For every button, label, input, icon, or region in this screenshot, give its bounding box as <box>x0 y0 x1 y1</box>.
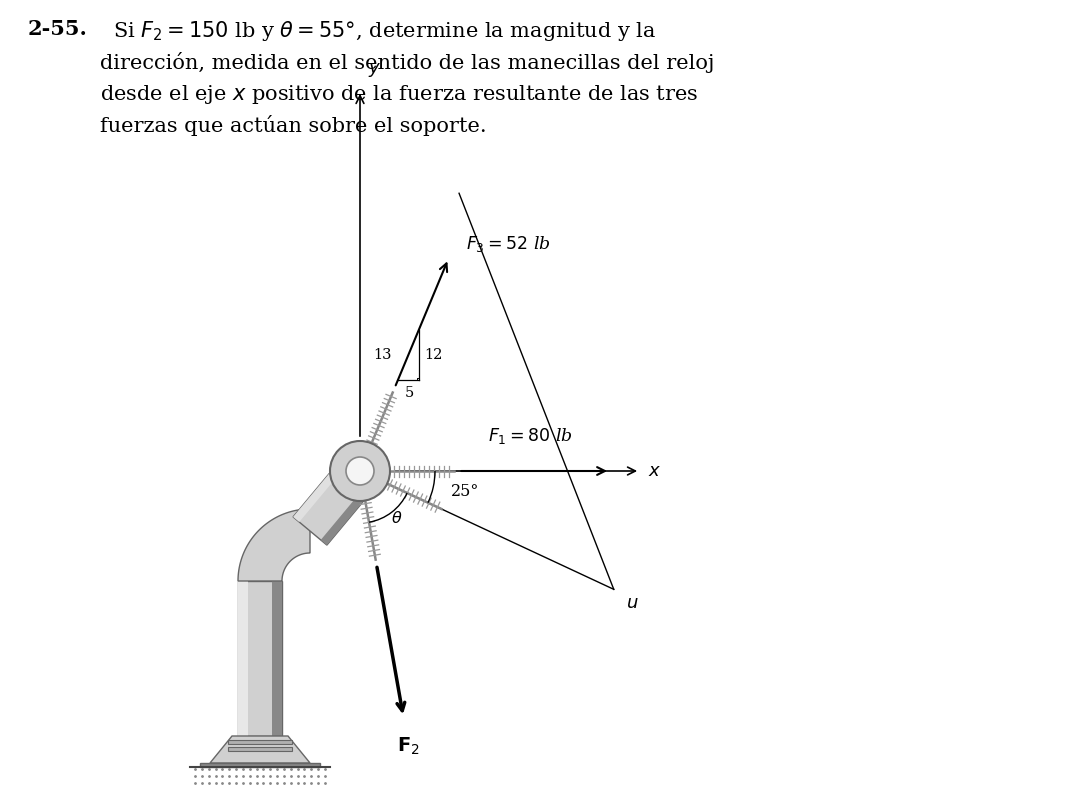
Polygon shape <box>238 509 310 581</box>
Polygon shape <box>228 747 292 751</box>
Polygon shape <box>272 581 282 736</box>
Polygon shape <box>293 457 377 545</box>
Polygon shape <box>210 736 310 763</box>
Text: 25°: 25° <box>451 483 479 500</box>
Polygon shape <box>320 480 377 545</box>
Circle shape <box>330 441 390 501</box>
Text: $x$: $x$ <box>648 462 661 480</box>
Polygon shape <box>200 763 320 767</box>
Text: 12: 12 <box>424 348 442 361</box>
Text: $F_1 = 80$ lb: $F_1 = 80$ lb <box>488 426 572 446</box>
Text: $u$: $u$ <box>626 594 639 612</box>
Text: Si $F_2 = 150$ lb y $\theta = 55°$, determine la magnitud y la
dirección, medida: Si $F_2 = 150$ lb y $\theta = 55°$, dete… <box>100 19 714 136</box>
Text: $F_3 = 52$ lb: $F_3 = 52$ lb <box>466 233 551 254</box>
Text: 2-55.: 2-55. <box>28 19 87 39</box>
Text: $\mathbf{F}_2$: $\mathbf{F}_2$ <box>397 735 420 756</box>
Circle shape <box>346 457 374 485</box>
Polygon shape <box>238 581 248 736</box>
Polygon shape <box>238 581 282 736</box>
Text: 13: 13 <box>373 348 392 361</box>
Text: $\theta$: $\theta$ <box>391 510 402 527</box>
Text: 5: 5 <box>405 386 413 400</box>
Polygon shape <box>228 740 292 744</box>
Text: $y$: $y$ <box>368 61 381 79</box>
Polygon shape <box>293 457 350 522</box>
